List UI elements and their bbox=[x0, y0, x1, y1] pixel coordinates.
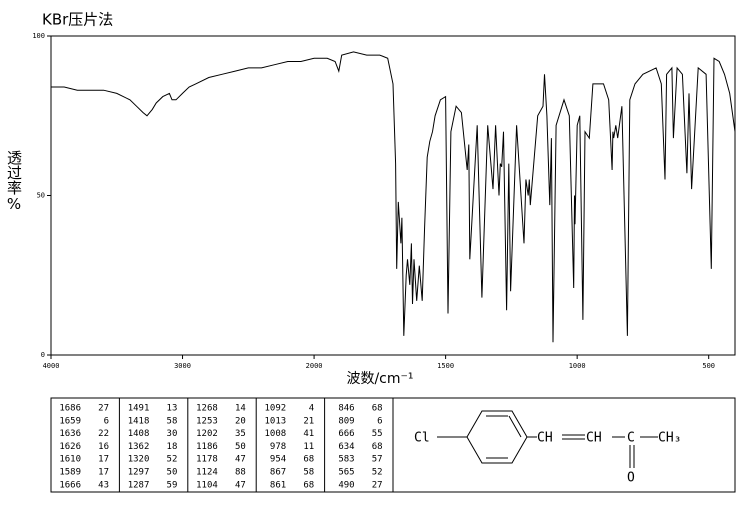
y-axis-label: 透过率% bbox=[5, 150, 23, 213]
table-cell: 27 bbox=[98, 404, 109, 414]
y-tick-label: 50 bbox=[37, 192, 45, 200]
table-cell: 861 bbox=[270, 480, 286, 490]
x-tick-label: 500 bbox=[702, 362, 715, 370]
table-cell: 490 bbox=[338, 480, 354, 490]
table-cell: 6 bbox=[377, 416, 382, 426]
table-cell: 52 bbox=[372, 468, 383, 478]
table-cell: 50 bbox=[235, 442, 246, 452]
table-cell: 1008 bbox=[265, 429, 287, 439]
table-cell: 1418 bbox=[128, 416, 150, 426]
table-cell: 30 bbox=[167, 429, 178, 439]
table-cell: 1589 bbox=[59, 468, 81, 478]
table-cell: 1610 bbox=[59, 455, 81, 465]
table-cell: 58 bbox=[167, 416, 178, 426]
table-cell: 1092 bbox=[265, 404, 287, 414]
spectrum-line bbox=[51, 51, 736, 343]
table-cell: 57 bbox=[372, 455, 383, 465]
table-cell: 68 bbox=[372, 442, 383, 452]
chart-title: KBr压片法 bbox=[42, 11, 113, 29]
table-cell: 18 bbox=[167, 442, 178, 452]
table-cell: 1659 bbox=[59, 416, 81, 426]
table-cell: 1124 bbox=[196, 468, 218, 478]
table-cell: 52 bbox=[167, 455, 178, 465]
table-cell: 978 bbox=[270, 442, 286, 452]
table-cell: 22 bbox=[98, 429, 109, 439]
table-cell: 13 bbox=[167, 404, 178, 414]
structure-bonds bbox=[437, 410, 658, 468]
structure-label: CH bbox=[586, 431, 602, 446]
table-cell: 17 bbox=[98, 468, 109, 478]
table-cell: 6 bbox=[104, 416, 109, 426]
table-cell: 1636 bbox=[59, 429, 81, 439]
y-tick-label: 0 bbox=[41, 351, 45, 359]
table-cell: 68 bbox=[303, 455, 314, 465]
table-cell: 809 bbox=[338, 416, 354, 426]
table-cell: 1297 bbox=[128, 468, 150, 478]
x-tick-label: 1000 bbox=[569, 362, 586, 370]
table-cell: 1491 bbox=[128, 404, 150, 414]
table-cell: 1253 bbox=[196, 416, 218, 426]
table-cell: 1408 bbox=[128, 429, 150, 439]
structure-label: CH bbox=[537, 431, 553, 446]
table-cell: 583 bbox=[338, 455, 354, 465]
table-cell: 35 bbox=[235, 429, 246, 439]
table-cell: 4 bbox=[309, 404, 314, 414]
table-cell: 50 bbox=[167, 468, 178, 478]
structure-label: C bbox=[627, 431, 635, 446]
x-tick-label: 3000 bbox=[174, 362, 191, 370]
table-cell: 1268 bbox=[196, 404, 218, 414]
table-cell: 47 bbox=[235, 480, 246, 490]
structure-label: CH₃ bbox=[658, 431, 681, 446]
x-tick-label: 4000 bbox=[43, 362, 60, 370]
table-cell: 1013 bbox=[265, 416, 287, 426]
table-cell: 58 bbox=[303, 468, 314, 478]
table-cell: 21 bbox=[303, 416, 314, 426]
table-cell: 666 bbox=[338, 429, 354, 439]
table-cell: 1686 bbox=[59, 404, 81, 414]
structure-label: Cl bbox=[414, 431, 430, 446]
table-cell: 88 bbox=[235, 468, 246, 478]
table-cell: 47 bbox=[235, 455, 246, 465]
table-cell: 1320 bbox=[128, 455, 150, 465]
table-cell: 1186 bbox=[196, 442, 218, 452]
table-cell: 1202 bbox=[196, 429, 218, 439]
table-cell: 1178 bbox=[196, 455, 218, 465]
table-cell: 68 bbox=[303, 480, 314, 490]
table-cell: 1666 bbox=[59, 480, 81, 490]
table-cell: 565 bbox=[338, 468, 354, 478]
table-cell: 954 bbox=[270, 455, 286, 465]
table-cell: 20 bbox=[235, 416, 246, 426]
structure-label: O bbox=[627, 471, 635, 486]
table-cell: 11 bbox=[303, 442, 314, 452]
table-cell: 17 bbox=[98, 455, 109, 465]
table-cell: 16 bbox=[98, 442, 109, 452]
table-cell: 1287 bbox=[128, 480, 150, 490]
x-tick-label: 2000 bbox=[306, 362, 323, 370]
table-cell: 634 bbox=[338, 442, 354, 452]
table-cell: 14 bbox=[235, 404, 246, 414]
table-cell: 1626 bbox=[59, 442, 81, 452]
table-cell: 846 bbox=[338, 404, 354, 414]
table-cell: 59 bbox=[167, 480, 178, 490]
table-cell: 43 bbox=[98, 480, 109, 490]
x-tick-label: 1500 bbox=[437, 362, 454, 370]
table-cell: 41 bbox=[303, 429, 314, 439]
y-tick-label: 100 bbox=[32, 32, 45, 40]
table-cell: 1362 bbox=[128, 442, 150, 452]
table-cell: 27 bbox=[372, 480, 383, 490]
table-cell: 867 bbox=[270, 468, 286, 478]
table-cell: 55 bbox=[372, 429, 383, 439]
table-cell: 1104 bbox=[196, 480, 218, 490]
x-axis-label: 波数/cm⁻¹ bbox=[346, 371, 413, 387]
table-cell: 68 bbox=[372, 404, 383, 414]
